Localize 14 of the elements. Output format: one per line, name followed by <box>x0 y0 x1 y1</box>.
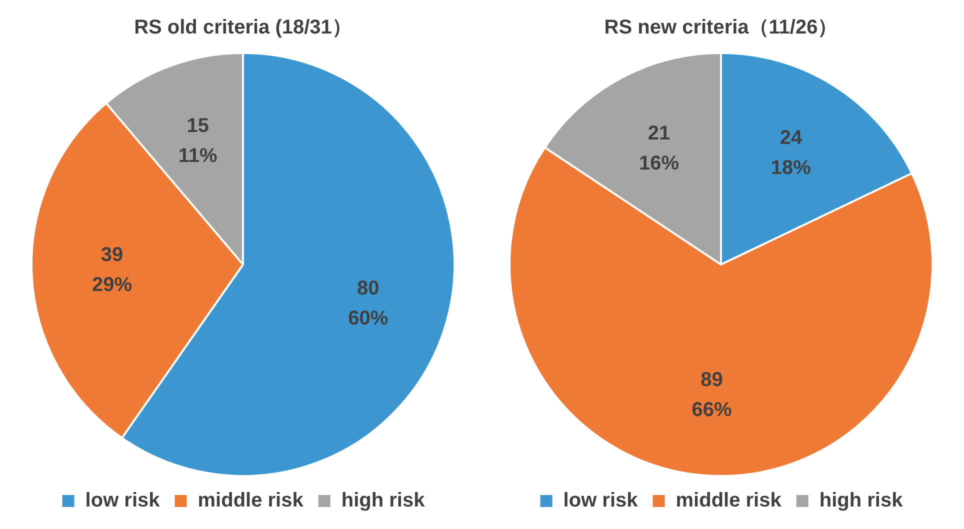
data-label: 15 11% <box>178 114 218 167</box>
data-label: 21 16% <box>639 122 680 174</box>
chart-title: RS new criteria（11/26） <box>604 16 838 39</box>
data-label: 80 60% <box>348 277 388 330</box>
data-label: 89 66% <box>692 368 732 421</box>
legend-label: high risk <box>341 490 426 512</box>
legend-label: middle risk <box>676 490 782 512</box>
data-label: 39 29% <box>92 244 132 296</box>
legend-label: low risk <box>563 490 639 512</box>
legend-label: high risk <box>819 490 904 512</box>
legend-label: low risk <box>85 490 161 512</box>
chart-title: RS old criteria (18/31） <box>134 16 352 39</box>
legend-label: middle risk <box>198 490 304 512</box>
data-label: 24 18% <box>770 127 812 180</box>
